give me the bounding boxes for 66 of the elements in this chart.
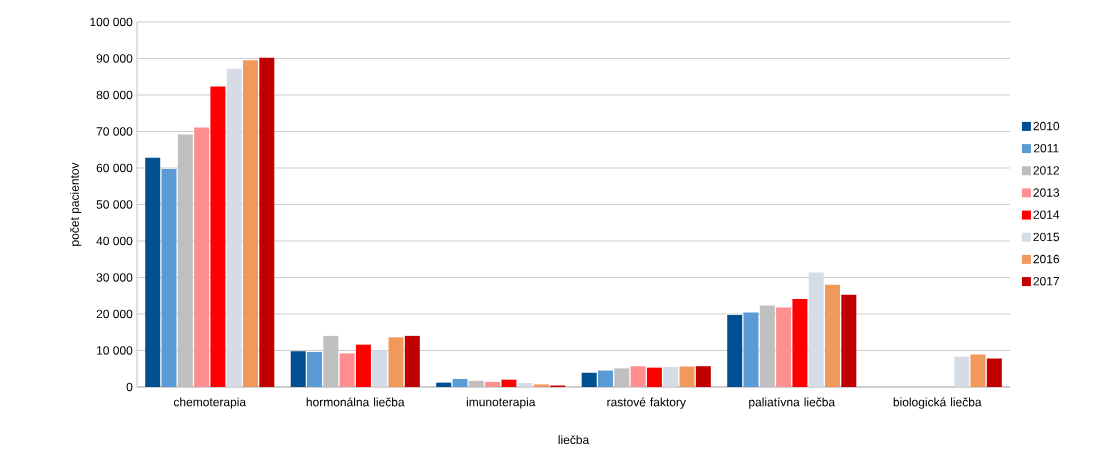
x-tick-label: hormonálna liečba <box>306 397 405 407</box>
x-axis-title: liečba <box>558 435 590 445</box>
bar <box>436 382 452 387</box>
bar <box>646 367 662 387</box>
bar <box>776 307 792 387</box>
bar <box>145 157 161 387</box>
bar <box>954 356 970 387</box>
x-tick-label: paliatívna liečba <box>749 397 836 409</box>
bar <box>355 344 371 387</box>
bar <box>194 127 210 387</box>
bar <box>598 370 614 387</box>
bar <box>986 358 1002 387</box>
bar <box>792 299 808 387</box>
bar <box>404 335 420 387</box>
legend-label: 2015 <box>1033 232 1060 242</box>
bar <box>534 384 550 387</box>
legend-label: 2014 <box>1033 210 1060 219</box>
y-tick-label: 100 000 <box>90 17 133 27</box>
bar <box>485 381 501 387</box>
x-tick-label: biologická liečba <box>893 397 982 409</box>
legend-label: 2013 <box>1033 188 1060 197</box>
y-tick-label: 50 000 <box>96 200 133 209</box>
bar <box>290 351 306 387</box>
bar <box>517 382 533 387</box>
bar <box>388 337 404 387</box>
bar <box>210 86 226 387</box>
x-tick-label: imunoterapia <box>466 397 536 409</box>
bar <box>630 366 646 387</box>
legend-label: 2012 <box>1033 166 1060 175</box>
bar <box>372 350 388 387</box>
bar <box>825 284 841 387</box>
legend-label: 2016 <box>1033 254 1060 264</box>
bar <box>468 380 484 387</box>
y-tick-label: 80 000 <box>96 90 133 100</box>
bar <box>614 368 630 387</box>
y-tick-label: 30 000 <box>96 273 133 282</box>
bar <box>581 372 597 387</box>
bar <box>841 294 857 387</box>
y-tick-label: 10 000 <box>97 346 133 355</box>
bar <box>743 312 759 387</box>
bar <box>663 366 679 387</box>
bar <box>727 315 743 387</box>
bar <box>452 378 468 387</box>
bar <box>970 354 986 387</box>
bar <box>339 353 355 387</box>
bar <box>259 57 275 387</box>
bar <box>307 351 323 387</box>
x-tick-label: rastové faktory <box>607 397 686 409</box>
bar <box>679 366 695 387</box>
bar <box>226 68 242 387</box>
y-tick-label: 70 000 <box>96 127 133 136</box>
x-tick-label: chemoterapia <box>173 397 247 409</box>
bar <box>243 60 259 387</box>
bar <box>161 169 177 387</box>
y-tick-label: 20 000 <box>96 309 133 319</box>
y-tick-label: 90 000 <box>96 54 133 63</box>
y-tick-label: 40 000 <box>96 236 133 246</box>
y-tick-label: 0 <box>126 382 133 392</box>
bar <box>695 366 711 387</box>
legend-label: 2017 <box>1033 276 1060 286</box>
legend-label: 2010 <box>1033 121 1060 131</box>
legend-label: 2011 <box>1033 143 1059 153</box>
bar <box>501 379 517 387</box>
bar <box>808 272 824 387</box>
y-axis-title: počet pacientov <box>70 162 82 246</box>
y-tick-label: 60 000 <box>96 163 133 173</box>
